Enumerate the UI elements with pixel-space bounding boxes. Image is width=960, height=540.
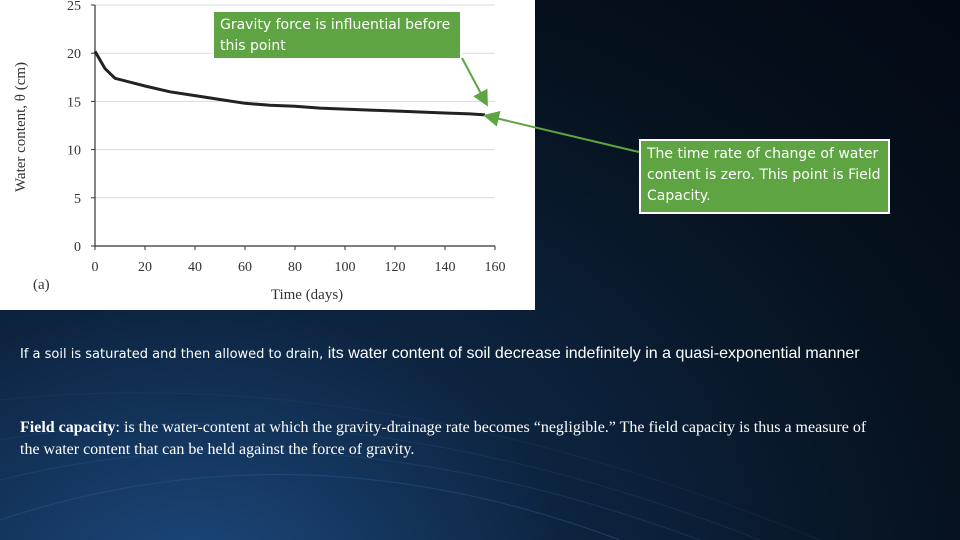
water-content-chart: 0 5 10 15 20 25 0 20 40 60 80 100 120 140 160 Time (d… (13, 0, 506, 303)
y-tick-label: 0 (74, 240, 81, 255)
y-tick-labels: 0 5 10 15 20 25 (67, 0, 81, 255)
x-tick-label: 140 (435, 260, 456, 275)
panel-label: (a) (33, 277, 50, 293)
x-tick-label: 20 (138, 260, 152, 275)
y-tick-label: 10 (67, 144, 81, 159)
x-tick-label: 120 (385, 260, 406, 275)
x-tick-label: 0 (92, 260, 99, 275)
drainage-statement-intro: If a soil is saturated and then allowed … (20, 347, 324, 362)
series-line (93, 50, 486, 117)
gravity-callout: Gravity force is influential before this… (212, 10, 462, 60)
x-tick-labels: 0 20 40 60 80 100 120 140 160 (92, 260, 506, 275)
y-tick-label: 25 (67, 0, 81, 14)
drainage-statement: If a soil is saturated and then allowed … (20, 344, 920, 365)
field-capacity-definition: Field capacity: is the water-content at … (20, 417, 870, 461)
drainage-statement-rest: its water content of soil decrease indef… (323, 345, 860, 362)
y-axis-label: Water content, θ (cm) (13, 62, 29, 192)
y-tick-label: 20 (67, 47, 81, 62)
x-tick-label: 60 (238, 260, 252, 275)
x-tick-label: 80 (288, 260, 302, 275)
x-tick-label: 160 (485, 260, 506, 275)
y-tick-label: 5 (74, 192, 81, 207)
chart-axes (91, 4, 496, 250)
field-capacity-term: Field capacity (20, 419, 116, 436)
y-tick-label: 15 (67, 95, 81, 110)
field-capacity-callout: The time rate of change of water content… (639, 139, 890, 214)
x-axis-label: Time (days) (271, 287, 343, 303)
field-capacity-text: : is the water-content at which the grav… (20, 419, 867, 458)
x-tick-label: 100 (335, 260, 356, 275)
x-tick-label: 40 (188, 260, 202, 275)
